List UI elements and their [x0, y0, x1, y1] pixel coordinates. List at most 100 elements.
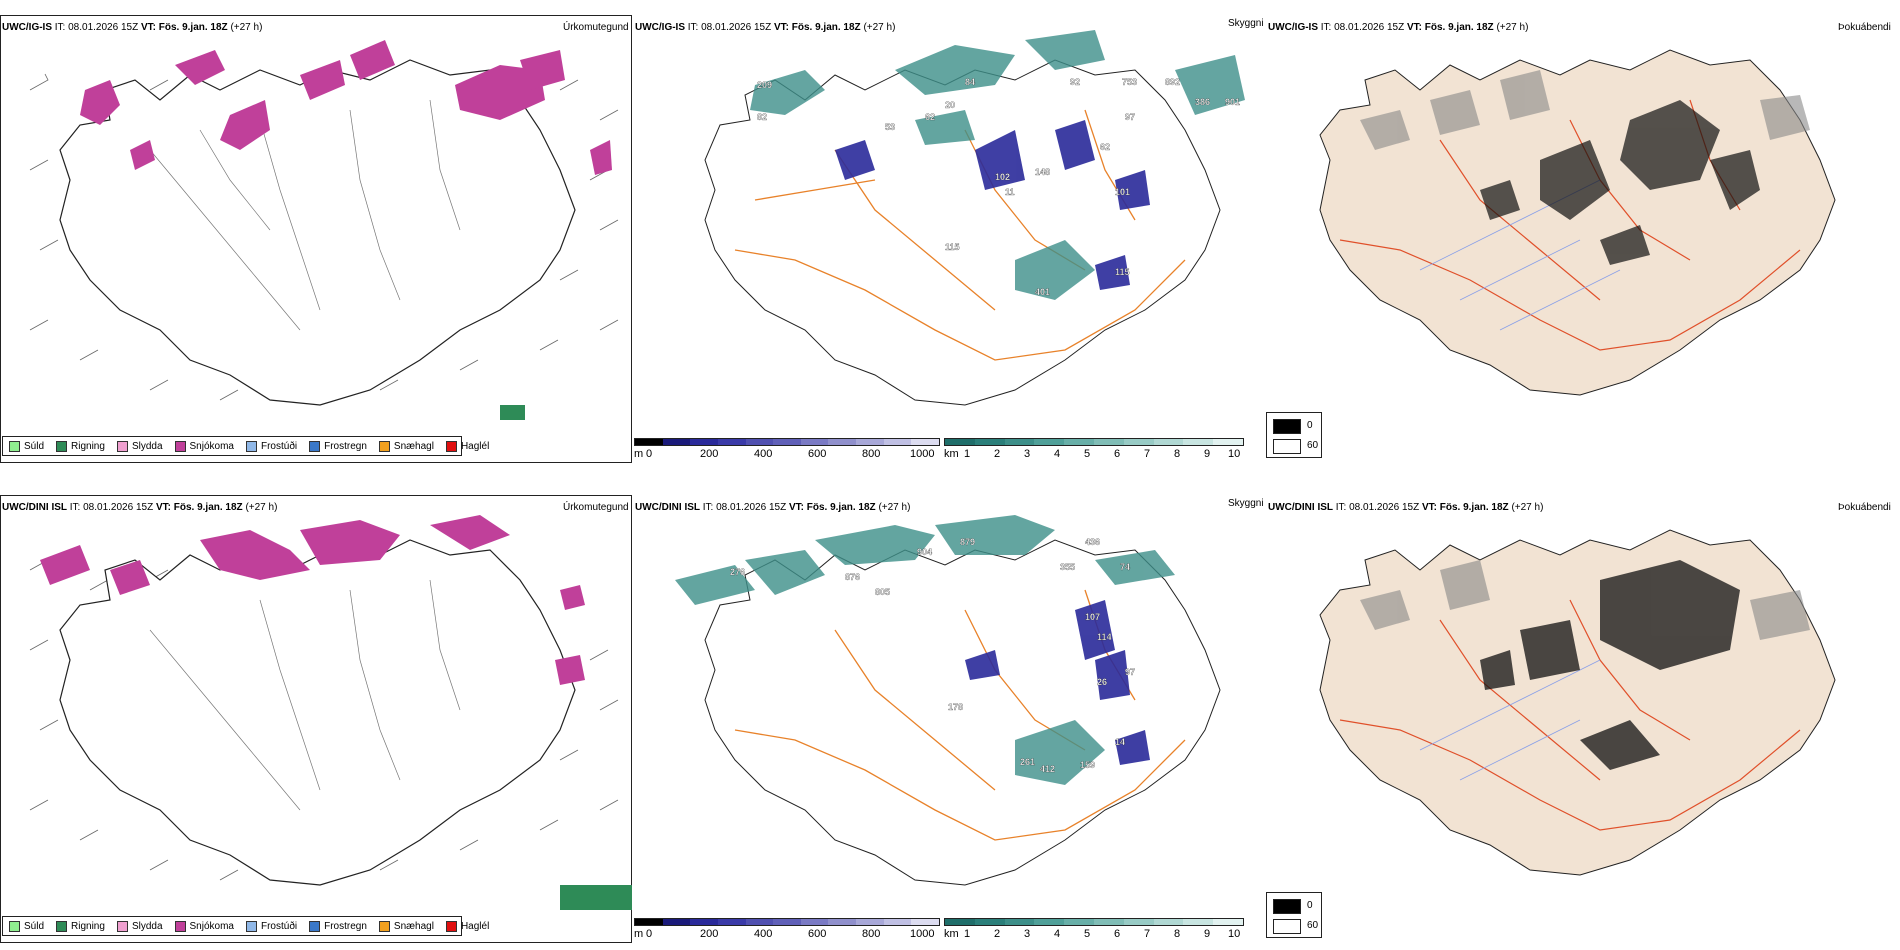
legend-item: Snæhagl — [378, 920, 434, 932]
legend-item: Snjókoma — [174, 440, 234, 452]
visibility-patches — [750, 30, 1245, 300]
tick-label: 800 — [862, 448, 881, 460]
legend-item: Slydda — [116, 920, 163, 932]
legend-item: Súld — [9, 920, 44, 932]
map-label: 159 — [1080, 760, 1095, 770]
map-label: 355 — [1060, 562, 1075, 572]
map-label: 178 — [948, 702, 963, 712]
visibility-scale: km 1 2 3 4 5 6 7 8 9 10 — [944, 438, 1244, 464]
map-label: 401 — [1035, 287, 1050, 297]
legend-item: Haglél — [445, 920, 489, 932]
fog-map — [1319, 49, 1836, 396]
map-label: 74 — [1120, 562, 1130, 572]
model-name: UWC/IG-IS — [2, 22, 52, 33]
fog-rivers — [1419, 659, 1601, 781]
tick-label: 3 — [1024, 448, 1031, 460]
tick-label: 7 — [1144, 928, 1151, 940]
tick-label: 8 — [1174, 448, 1181, 460]
row1: UWC/IG-IS IT: 08.01.2026 15Z VT: Fös. 9.… — [0, 0, 1900, 470]
lead-time: (+27 h) — [230, 22, 263, 33]
map-label: 20 — [945, 100, 955, 110]
tick-label: 6 — [1114, 928, 1121, 940]
row2-clouds-header: UWC/DINI ISL IT: 08.01.2026 15Z VT: Fös.… — [635, 502, 911, 513]
tick-label: 600 — [808, 928, 827, 940]
row2-precip-header: UWC/DINI ISL IT: 08.01.2026 15Z VT: Fös.… — [2, 502, 278, 513]
vt-label: VT: — [140, 22, 156, 33]
row1-precip-header: UWC/IG-IS IT: 08.01.2026 15Z VT: Fös. 9.… — [2, 22, 262, 34]
tick-label: 2 — [994, 928, 1001, 940]
cloud-base-scale: m 0 200 400 600 800 1000 — [634, 918, 940, 944]
precip-legend: Súld Rigning Slydda Snjókoma Frostúði Fr… — [2, 916, 489, 936]
cloud-roads — [734, 109, 1186, 361]
fog-value: 0 — [1307, 420, 1313, 431]
tick-label: 10 — [1228, 448, 1241, 460]
tick-label: 3 — [1024, 928, 1031, 940]
map-label: 276 — [730, 567, 745, 577]
map-label: 53 — [885, 122, 895, 132]
map-label: 82 — [757, 112, 767, 122]
unit-label: km — [944, 928, 959, 940]
unit-label: m — [634, 448, 644, 460]
tick-label: 10 — [1228, 928, 1241, 940]
fog-map — [1319, 529, 1836, 876]
precip-map-frame — [0, 495, 632, 943]
tick-label: 200 — [700, 928, 719, 940]
map-label: 101 — [1115, 187, 1130, 197]
map-label: 97 — [1125, 667, 1135, 677]
tick-label: 6 — [1114, 448, 1121, 460]
map-label: 11 — [1005, 187, 1015, 197]
fog-dark-patches — [1480, 560, 1740, 770]
fog-panel-title: Þokuábendi — [1838, 22, 1891, 33]
fog-legend: 0 60 — [1266, 892, 1322, 938]
unit-label: km — [944, 448, 959, 460]
clouds-panel-title: Skyggni — [1228, 18, 1264, 29]
green-patch — [500, 405, 525, 420]
tick-label: 8 — [1174, 928, 1181, 940]
map-label: 261 — [1020, 757, 1035, 767]
map-label: 904 — [917, 547, 932, 557]
map-label: 753 — [1122, 77, 1137, 87]
fog-dark-patches — [1480, 100, 1760, 265]
map-label: 412 — [1040, 764, 1055, 774]
legend-item: Slydda — [116, 440, 163, 452]
legend-item: Haglél — [445, 440, 489, 452]
fog-gray-patches — [1360, 70, 1810, 150]
legend-item: Frostregn — [309, 920, 367, 932]
map-label: 107 — [1085, 612, 1100, 622]
row1-fog-header: UWC/IG-IS IT: 08.01.2026 15Z VT: Fös. 9.… — [1268, 22, 1529, 33]
fog-legend: 0 60 — [1266, 412, 1322, 458]
iceland-outline — [59, 539, 576, 886]
map-rivers — [149, 99, 461, 331]
tick-label: 2 — [994, 448, 1001, 460]
map-label: 805 — [875, 587, 890, 597]
clouds-map: 276 879 904 876 805 436 355 74 107 114 2… — [675, 515, 1221, 886]
map-label: 892 — [1165, 77, 1180, 87]
precip-panel-title: Úrkomutegund — [563, 502, 629, 513]
row2: UWC/DINI ISL IT: 08.01.2026 15Z VT: Fös.… — [0, 470, 1900, 950]
legend-item: Frostúði — [245, 920, 297, 932]
tick-label: 200 — [700, 448, 719, 460]
iceland-outline — [1319, 529, 1836, 876]
map-label: 26 — [1097, 677, 1107, 687]
fog-value: 0 — [1307, 900, 1313, 911]
map-label: 115 — [945, 242, 960, 252]
precip-map — [29, 515, 632, 910]
tick-label: 0 — [646, 928, 653, 940]
precip-panel-title: Úrkomutegund — [563, 22, 629, 33]
fog-gray-patches — [1360, 560, 1810, 640]
cloud-labels: 276 879 904 876 805 436 355 74 107 114 2… — [730, 537, 1135, 774]
map-label: 386 — [1195, 97, 1210, 107]
map-label: 14 — [1115, 737, 1125, 747]
iceland-outline — [1319, 49, 1836, 396]
fog-panel-title: Þokuábendi — [1838, 502, 1891, 513]
tick-label: 7 — [1144, 448, 1151, 460]
precip-legend: Súld Rigning Slydda Snjókoma Frostúði Fr… — [2, 436, 489, 456]
map-rivers — [149, 579, 461, 811]
tick-label: 0 — [646, 448, 653, 460]
map-label: 62 — [925, 112, 935, 122]
map-label: 97 — [1125, 112, 1135, 122]
snow-patches — [80, 40, 612, 175]
legend-item: Snjókoma — [174, 920, 234, 932]
map-label: 148 — [1035, 167, 1050, 177]
map-label: 436 — [1085, 537, 1100, 547]
